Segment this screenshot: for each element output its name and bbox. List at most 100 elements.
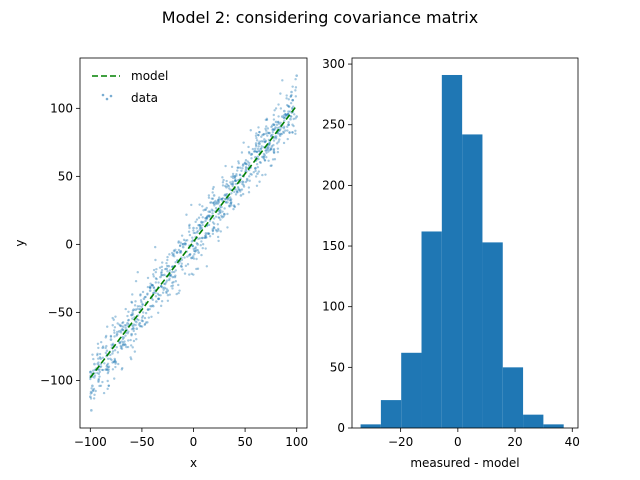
data-point — [130, 301, 134, 304]
data-point — [262, 157, 266, 160]
data-point — [196, 243, 199, 246]
data-point — [277, 103, 280, 106]
data-point — [267, 150, 270, 153]
data-point — [155, 267, 158, 271]
data-point — [211, 201, 215, 205]
data-point — [140, 319, 144, 322]
data-point — [107, 384, 111, 387]
data-point — [230, 198, 233, 201]
data-point — [278, 126, 281, 129]
data-point — [113, 377, 116, 380]
data-point — [262, 155, 265, 158]
data-point — [101, 345, 105, 348]
data-point — [235, 179, 238, 183]
data-point — [253, 149, 257, 153]
data-point — [93, 376, 96, 379]
data-point — [265, 149, 268, 152]
data-point — [230, 204, 233, 207]
data-point — [291, 131, 294, 134]
data-point — [230, 182, 233, 186]
data-point — [154, 270, 158, 274]
data-point — [263, 140, 267, 144]
data-point — [166, 293, 170, 297]
data-point — [113, 360, 117, 363]
data-point — [269, 148, 273, 151]
data-point — [212, 217, 216, 220]
data-point — [138, 305, 141, 308]
data-point — [272, 147, 276, 151]
data-point — [241, 192, 245, 196]
data-point — [188, 273, 191, 276]
data-point — [284, 113, 288, 116]
data-point — [262, 156, 265, 159]
data-point — [231, 183, 234, 186]
data-point — [93, 393, 96, 397]
data-point — [255, 150, 259, 153]
data-point — [211, 232, 215, 236]
y-tick-label: 200 — [322, 178, 345, 192]
data-point — [199, 213, 203, 216]
y-tick-label: 50 — [58, 169, 73, 183]
data-point — [207, 232, 210, 235]
data-point — [247, 191, 251, 194]
data-point — [154, 295, 158, 298]
data-point — [97, 346, 100, 350]
scatter-x-axis-label: x — [190, 456, 197, 470]
data-point — [201, 216, 204, 219]
data-point — [269, 164, 272, 168]
data-point — [273, 128, 276, 132]
data-point — [131, 313, 135, 316]
data-point — [158, 266, 162, 269]
data-point — [270, 125, 273, 129]
data-point — [193, 250, 197, 253]
data-point — [267, 143, 271, 147]
data-point — [125, 345, 128, 349]
data-point — [177, 241, 180, 244]
x-tick-label: −20 — [388, 435, 413, 449]
data-point — [214, 215, 218, 218]
data-point — [137, 323, 141, 326]
data-point — [171, 270, 174, 274]
data-point — [272, 150, 276, 154]
data-point — [255, 150, 259, 154]
histogram-bar — [401, 352, 422, 428]
data-point — [148, 289, 152, 292]
data-point — [105, 368, 109, 371]
data-point — [116, 322, 119, 325]
data-point — [242, 185, 246, 188]
data-point — [221, 181, 225, 184]
data-point — [246, 179, 249, 182]
data-point — [245, 162, 248, 166]
data-point — [165, 261, 168, 265]
data-point — [294, 132, 297, 135]
data-point — [286, 129, 289, 132]
data-point — [234, 179, 237, 182]
data-point — [113, 357, 116, 361]
data-point — [282, 114, 286, 117]
data-point — [284, 114, 288, 117]
data-point — [114, 360, 118, 364]
data-point — [284, 112, 287, 116]
x-tick-label: 100 — [285, 435, 308, 449]
histogram-subplot: −20 0 20 40 0 50 100 150 200 250 300 measured - mo… — [322, 57, 580, 470]
data-point — [198, 226, 202, 229]
data-point — [185, 213, 188, 216]
data-point — [248, 175, 251, 178]
data-point — [270, 134, 273, 137]
scatter-ticks: −100 −50 0 50 100 −100 −50 0 50 100 — [40, 101, 308, 449]
y-tick-label: 300 — [322, 57, 345, 71]
data-point — [199, 227, 202, 230]
data-point — [132, 339, 136, 343]
data-point — [134, 332, 137, 336]
data-point — [149, 286, 152, 289]
data-point — [275, 142, 279, 145]
data-point — [134, 300, 137, 303]
data-point — [183, 256, 186, 259]
data-point — [225, 179, 228, 183]
data-point — [211, 212, 214, 215]
data-point — [252, 170, 255, 174]
data-point — [258, 130, 261, 134]
data-point — [288, 105, 291, 108]
y-tick-label: 50 — [330, 360, 345, 374]
data-point — [241, 167, 244, 170]
